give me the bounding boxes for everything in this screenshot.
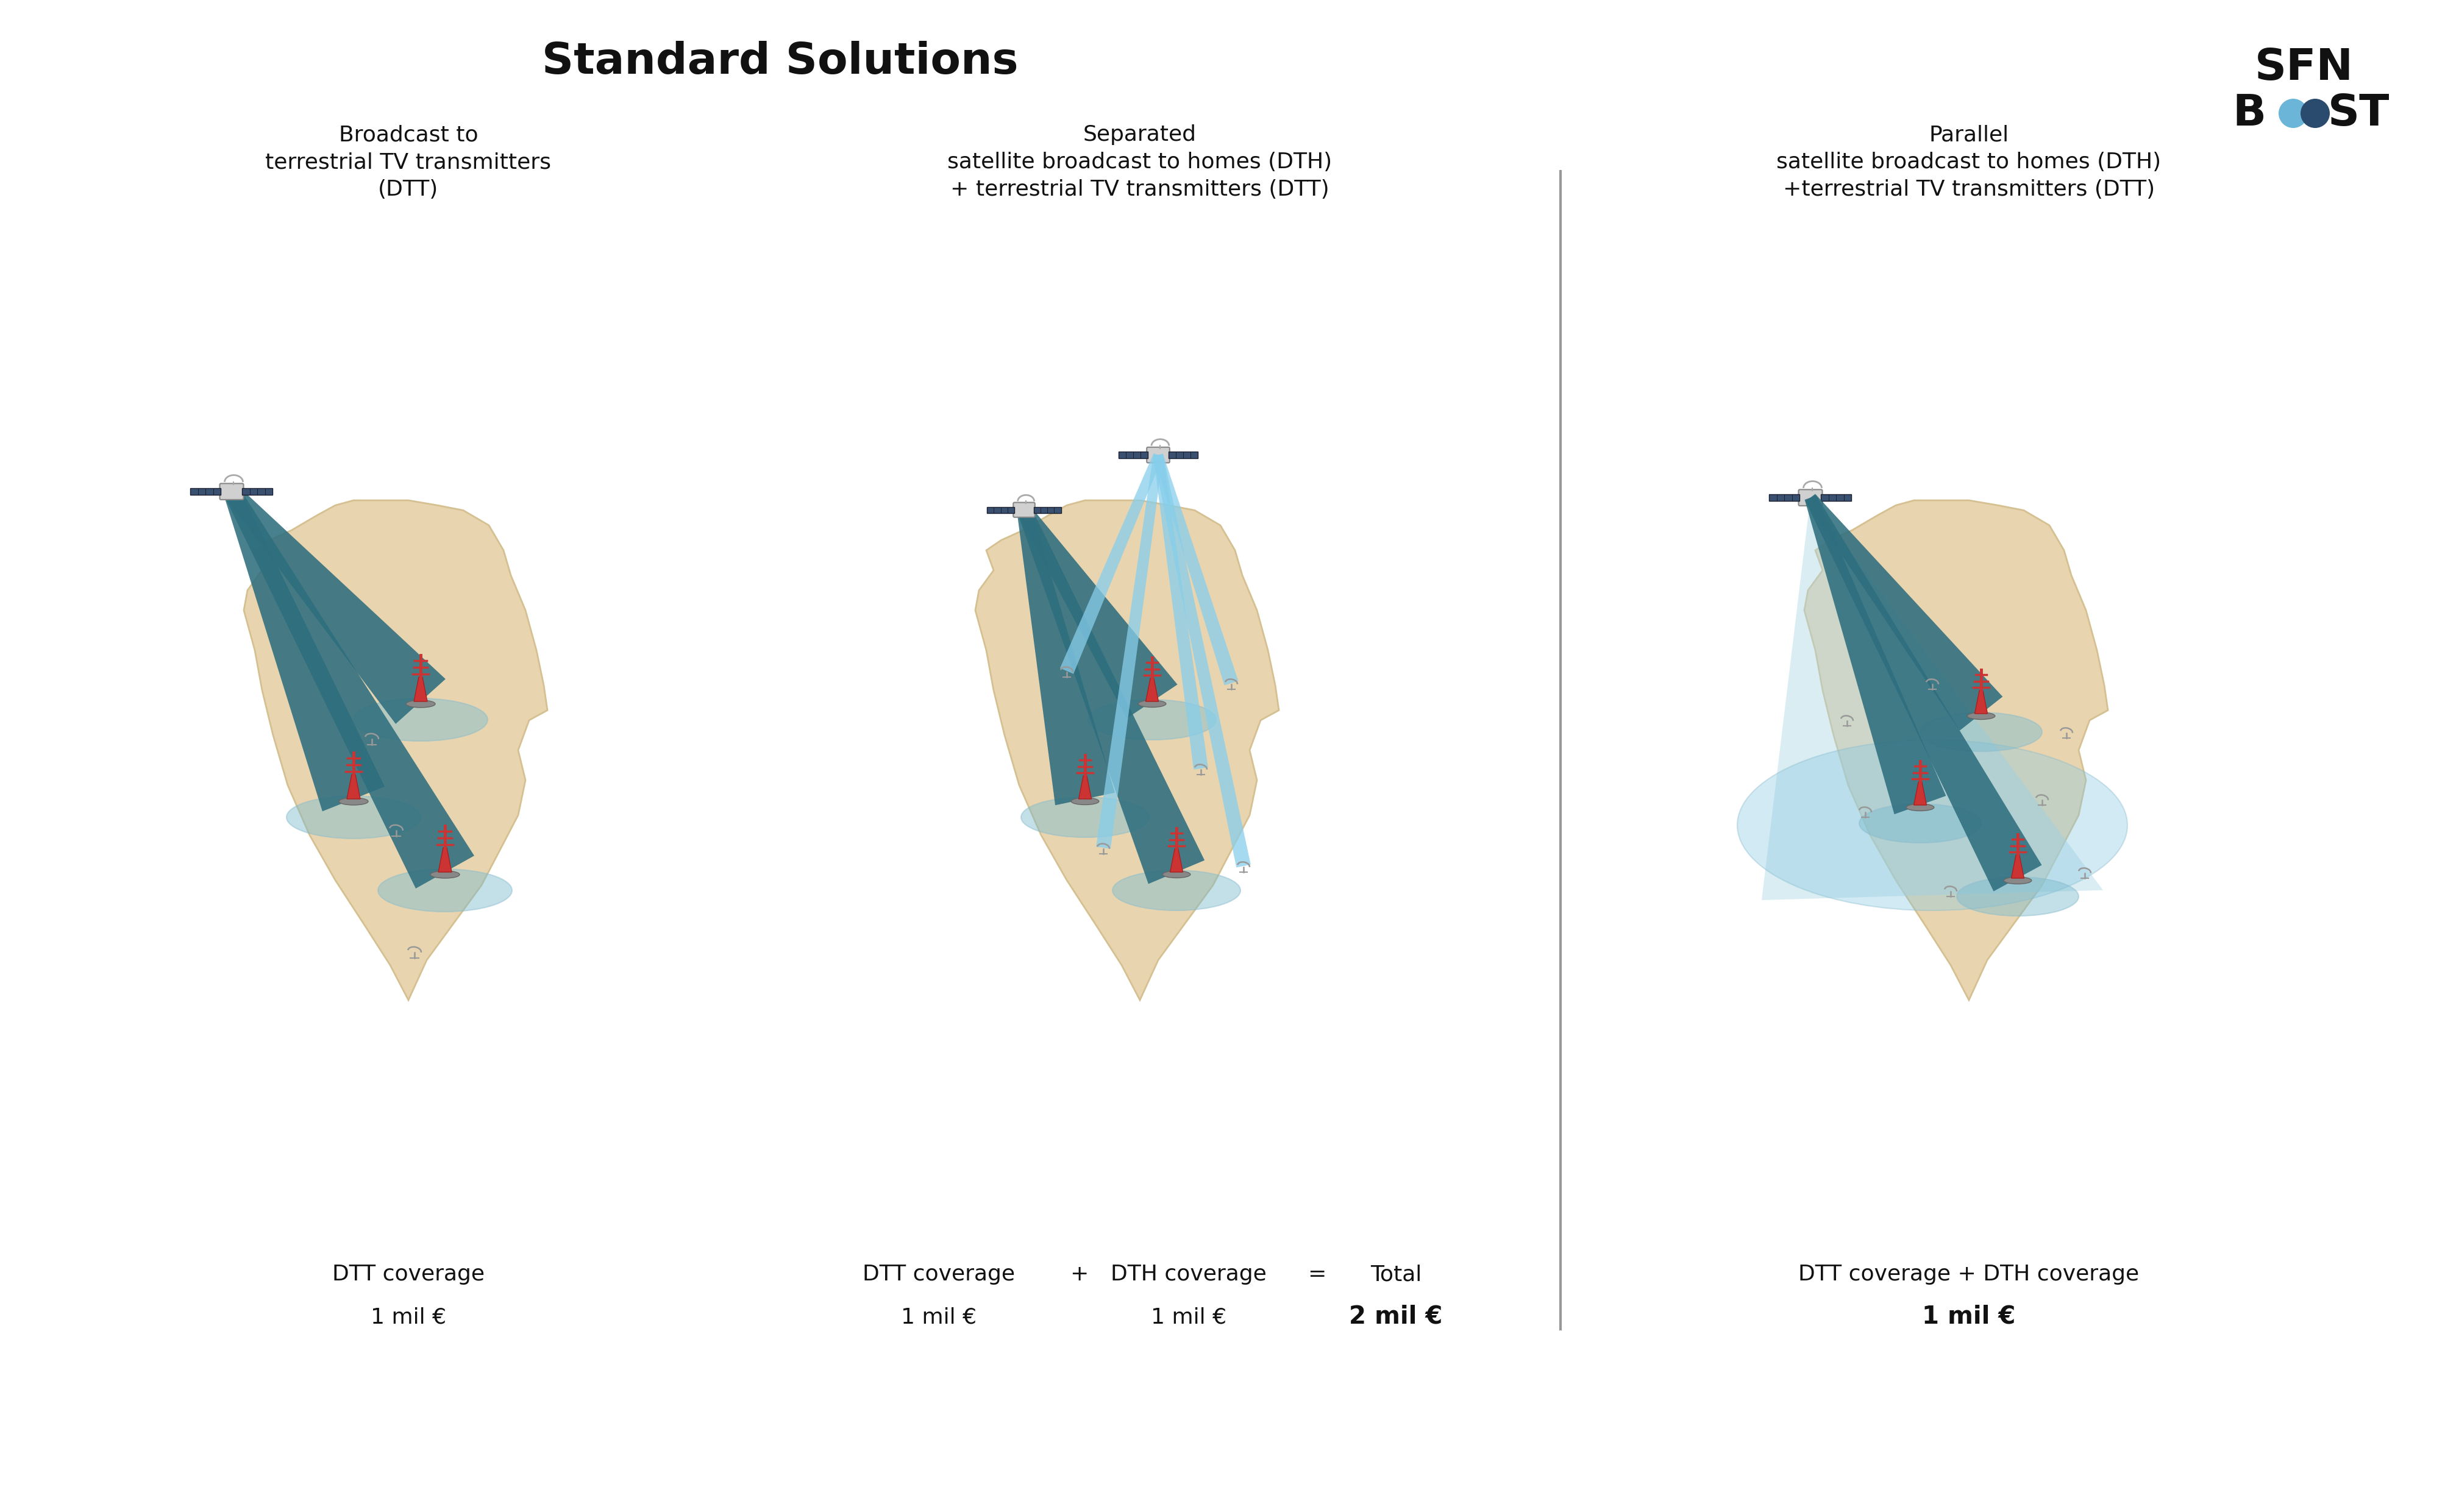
Ellipse shape bbox=[1020, 797, 1149, 838]
Polygon shape bbox=[976, 500, 1279, 999]
Polygon shape bbox=[2010, 854, 2024, 878]
Ellipse shape bbox=[1956, 877, 2078, 916]
Circle shape bbox=[2279, 98, 2308, 129]
Polygon shape bbox=[1059, 454, 1161, 674]
Text: DTT coverage + DTH coverage: DTT coverage + DTH coverage bbox=[1797, 1264, 2139, 1285]
Bar bbox=[988, 507, 1015, 513]
Ellipse shape bbox=[1736, 739, 2127, 910]
Text: 2 mil €: 2 mil € bbox=[1350, 1305, 1443, 1329]
Ellipse shape bbox=[430, 871, 460, 878]
FancyBboxPatch shape bbox=[220, 484, 245, 499]
Ellipse shape bbox=[1919, 712, 2042, 751]
Text: DTT coverage: DTT coverage bbox=[863, 1264, 1015, 1285]
Text: DTT coverage: DTT coverage bbox=[333, 1264, 484, 1285]
Ellipse shape bbox=[1071, 798, 1098, 804]
Ellipse shape bbox=[1966, 712, 1995, 720]
Circle shape bbox=[2301, 98, 2330, 129]
Text: 1 mil €: 1 mil € bbox=[1152, 1306, 1227, 1328]
Polygon shape bbox=[225, 485, 445, 724]
Text: 1 mil €: 1 mil € bbox=[900, 1306, 976, 1328]
Ellipse shape bbox=[2002, 877, 2032, 885]
Bar bbox=[1034, 507, 1061, 513]
Polygon shape bbox=[1154, 454, 1237, 685]
Ellipse shape bbox=[406, 700, 435, 708]
Ellipse shape bbox=[1112, 871, 1240, 910]
FancyBboxPatch shape bbox=[1012, 502, 1034, 517]
Polygon shape bbox=[1144, 679, 1159, 702]
Text: SFN: SFN bbox=[2254, 47, 2352, 89]
Text: +: + bbox=[1068, 1264, 1088, 1285]
FancyBboxPatch shape bbox=[1797, 490, 1822, 505]
Polygon shape bbox=[1973, 691, 1988, 714]
Bar bbox=[1768, 494, 1800, 500]
Ellipse shape bbox=[286, 795, 421, 839]
Polygon shape bbox=[1914, 782, 1927, 804]
Ellipse shape bbox=[1137, 700, 1166, 708]
Text: + terrestrial TV transmitters (DTT): + terrestrial TV transmitters (DTT) bbox=[951, 180, 1330, 200]
Polygon shape bbox=[1017, 507, 1205, 885]
Ellipse shape bbox=[379, 869, 511, 912]
Ellipse shape bbox=[1858, 804, 1980, 842]
Polygon shape bbox=[1804, 494, 2042, 891]
Text: Separated: Separated bbox=[1083, 124, 1196, 145]
Bar bbox=[242, 488, 274, 494]
Ellipse shape bbox=[1161, 871, 1191, 878]
Text: ST: ST bbox=[2328, 92, 2389, 135]
Polygon shape bbox=[1760, 497, 2103, 900]
Text: B: B bbox=[2232, 92, 2267, 135]
Text: =: = bbox=[1308, 1264, 1325, 1285]
Ellipse shape bbox=[340, 798, 369, 804]
Polygon shape bbox=[347, 774, 359, 798]
Text: Broadcast to: Broadcast to bbox=[340, 124, 477, 145]
Polygon shape bbox=[1154, 454, 1249, 868]
Polygon shape bbox=[1017, 508, 1115, 806]
Text: satellite broadcast to homes (DTH): satellite broadcast to homes (DTH) bbox=[946, 151, 1333, 172]
Ellipse shape bbox=[355, 699, 487, 741]
Text: terrestrial TV transmitters: terrestrial TV transmitters bbox=[267, 151, 550, 172]
Polygon shape bbox=[413, 677, 428, 702]
Bar bbox=[191, 488, 220, 494]
Text: DTH coverage: DTH coverage bbox=[1110, 1264, 1267, 1285]
Text: +terrestrial TV transmitters (DTT): +terrestrial TV transmitters (DTT) bbox=[1782, 180, 2154, 200]
Polygon shape bbox=[438, 848, 452, 872]
Polygon shape bbox=[1078, 776, 1090, 798]
Polygon shape bbox=[245, 500, 548, 999]
Ellipse shape bbox=[1905, 804, 1934, 810]
Text: (DTT): (DTT) bbox=[379, 180, 438, 200]
Polygon shape bbox=[1169, 848, 1183, 872]
Text: 1 mil €: 1 mil € bbox=[372, 1306, 445, 1328]
Text: Parallel: Parallel bbox=[1929, 124, 2007, 145]
Bar bbox=[1117, 452, 1147, 458]
Ellipse shape bbox=[1088, 700, 1215, 739]
Bar bbox=[1169, 452, 1198, 458]
Text: satellite broadcast to homes (DTH): satellite broadcast to homes (DTH) bbox=[1775, 151, 2161, 172]
Bar bbox=[1822, 494, 1851, 500]
Polygon shape bbox=[1017, 507, 1176, 718]
FancyBboxPatch shape bbox=[1147, 448, 1169, 463]
Polygon shape bbox=[1804, 494, 2002, 730]
Polygon shape bbox=[225, 487, 474, 889]
Polygon shape bbox=[1804, 496, 1946, 815]
Polygon shape bbox=[1095, 454, 1164, 848]
Polygon shape bbox=[222, 488, 384, 812]
Text: 1 mil €: 1 mil € bbox=[1922, 1305, 2015, 1329]
Text: Standard Solutions: Standard Solutions bbox=[543, 41, 1017, 83]
Polygon shape bbox=[1154, 454, 1208, 770]
Polygon shape bbox=[1804, 500, 2108, 999]
Text: Total: Total bbox=[1369, 1264, 1421, 1285]
